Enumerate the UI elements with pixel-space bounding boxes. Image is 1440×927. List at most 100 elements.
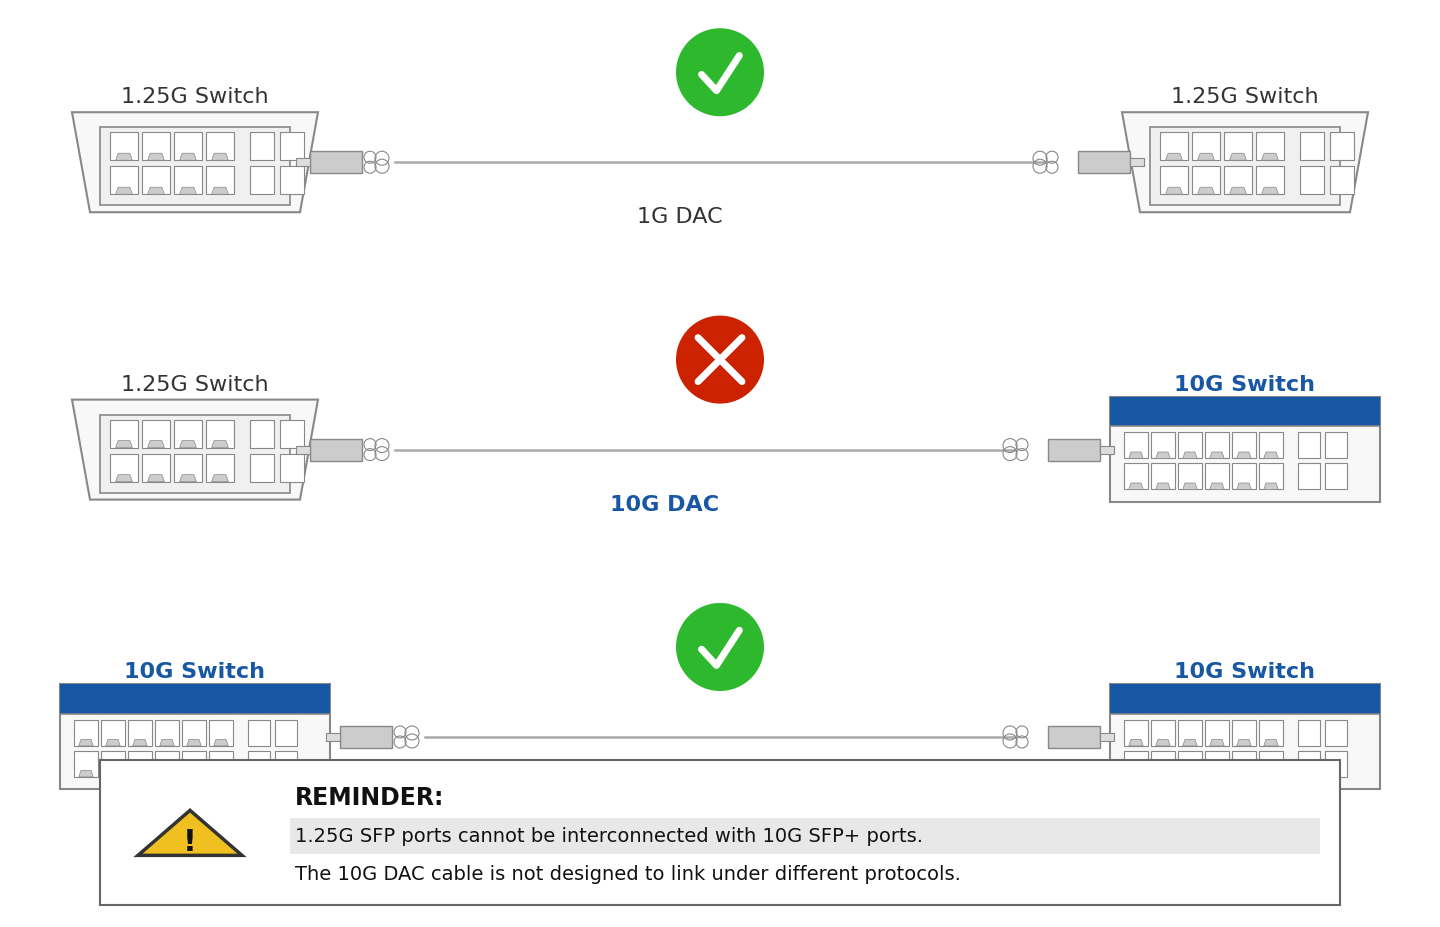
FancyBboxPatch shape (143, 453, 170, 482)
FancyBboxPatch shape (128, 751, 153, 777)
FancyBboxPatch shape (1297, 433, 1320, 459)
Polygon shape (1264, 740, 1279, 746)
FancyBboxPatch shape (1048, 438, 1100, 461)
Polygon shape (72, 400, 318, 500)
Polygon shape (1237, 483, 1251, 489)
Polygon shape (1210, 483, 1224, 489)
Polygon shape (105, 770, 120, 777)
FancyBboxPatch shape (1233, 433, 1256, 459)
Polygon shape (212, 475, 229, 482)
Polygon shape (1182, 483, 1197, 489)
Circle shape (675, 315, 765, 403)
Text: 10G Switch: 10G Switch (124, 662, 265, 682)
Text: 10G DAC: 10G DAC (625, 782, 734, 802)
Polygon shape (115, 187, 132, 195)
FancyBboxPatch shape (209, 751, 233, 777)
FancyBboxPatch shape (174, 453, 202, 482)
Text: 1.25G Switch: 1.25G Switch (1171, 87, 1319, 108)
FancyBboxPatch shape (181, 751, 206, 777)
FancyBboxPatch shape (101, 720, 125, 746)
Polygon shape (1129, 770, 1143, 777)
FancyBboxPatch shape (60, 684, 330, 790)
FancyBboxPatch shape (248, 751, 271, 777)
FancyBboxPatch shape (251, 453, 274, 482)
FancyBboxPatch shape (60, 684, 330, 714)
Polygon shape (1122, 112, 1368, 212)
FancyBboxPatch shape (156, 751, 179, 777)
Text: 10G Switch: 10G Switch (1175, 662, 1316, 682)
Polygon shape (147, 187, 164, 195)
Polygon shape (160, 770, 174, 777)
Polygon shape (180, 475, 196, 482)
FancyBboxPatch shape (1110, 684, 1380, 714)
FancyBboxPatch shape (275, 751, 297, 777)
FancyBboxPatch shape (1192, 133, 1220, 160)
FancyBboxPatch shape (174, 166, 202, 195)
FancyBboxPatch shape (174, 133, 202, 160)
Polygon shape (187, 740, 202, 746)
FancyBboxPatch shape (99, 414, 289, 492)
FancyBboxPatch shape (1233, 751, 1256, 777)
Polygon shape (160, 740, 174, 746)
FancyBboxPatch shape (1331, 133, 1354, 160)
Polygon shape (115, 153, 132, 160)
Polygon shape (115, 440, 132, 448)
FancyBboxPatch shape (1125, 720, 1148, 746)
FancyBboxPatch shape (251, 166, 274, 195)
Polygon shape (212, 187, 229, 195)
Polygon shape (1165, 187, 1182, 195)
Text: 10G DAC: 10G DAC (611, 495, 720, 514)
Polygon shape (1230, 187, 1247, 195)
FancyBboxPatch shape (1325, 433, 1346, 459)
FancyBboxPatch shape (1259, 720, 1283, 746)
Text: REMINDER:: REMINDER: (295, 786, 445, 810)
FancyBboxPatch shape (109, 420, 138, 448)
FancyBboxPatch shape (1161, 133, 1188, 160)
FancyBboxPatch shape (143, 133, 170, 160)
Polygon shape (79, 740, 94, 746)
FancyBboxPatch shape (1125, 751, 1148, 777)
Circle shape (675, 28, 765, 116)
FancyBboxPatch shape (1300, 133, 1323, 160)
FancyBboxPatch shape (109, 133, 138, 160)
FancyBboxPatch shape (1079, 151, 1130, 173)
Polygon shape (132, 770, 147, 777)
FancyBboxPatch shape (248, 720, 271, 746)
FancyBboxPatch shape (1331, 166, 1354, 195)
Polygon shape (115, 475, 132, 482)
FancyBboxPatch shape (279, 453, 304, 482)
FancyBboxPatch shape (1224, 166, 1251, 195)
Polygon shape (147, 153, 164, 160)
FancyBboxPatch shape (1151, 720, 1175, 746)
Polygon shape (213, 770, 228, 777)
FancyBboxPatch shape (1110, 397, 1380, 502)
FancyBboxPatch shape (206, 133, 233, 160)
Text: 1G DAC: 1G DAC (636, 208, 723, 227)
FancyBboxPatch shape (1151, 464, 1175, 489)
FancyBboxPatch shape (128, 720, 153, 746)
FancyBboxPatch shape (1233, 464, 1256, 489)
Polygon shape (1129, 452, 1143, 459)
FancyBboxPatch shape (1125, 464, 1148, 489)
FancyBboxPatch shape (1151, 433, 1175, 459)
Polygon shape (212, 440, 229, 448)
FancyBboxPatch shape (310, 151, 361, 173)
Polygon shape (1182, 452, 1197, 459)
Polygon shape (180, 153, 196, 160)
Polygon shape (1210, 740, 1224, 746)
FancyBboxPatch shape (1110, 684, 1380, 790)
FancyBboxPatch shape (99, 127, 289, 205)
Polygon shape (180, 187, 196, 195)
FancyBboxPatch shape (279, 133, 304, 160)
Polygon shape (1264, 452, 1279, 459)
FancyBboxPatch shape (1130, 159, 1143, 166)
FancyBboxPatch shape (1325, 751, 1346, 777)
FancyBboxPatch shape (1256, 133, 1284, 160)
FancyBboxPatch shape (209, 720, 233, 746)
FancyBboxPatch shape (1224, 133, 1251, 160)
FancyBboxPatch shape (1259, 464, 1283, 489)
FancyBboxPatch shape (289, 818, 1320, 854)
FancyBboxPatch shape (1300, 166, 1323, 195)
Polygon shape (1230, 153, 1247, 160)
Polygon shape (180, 440, 196, 448)
